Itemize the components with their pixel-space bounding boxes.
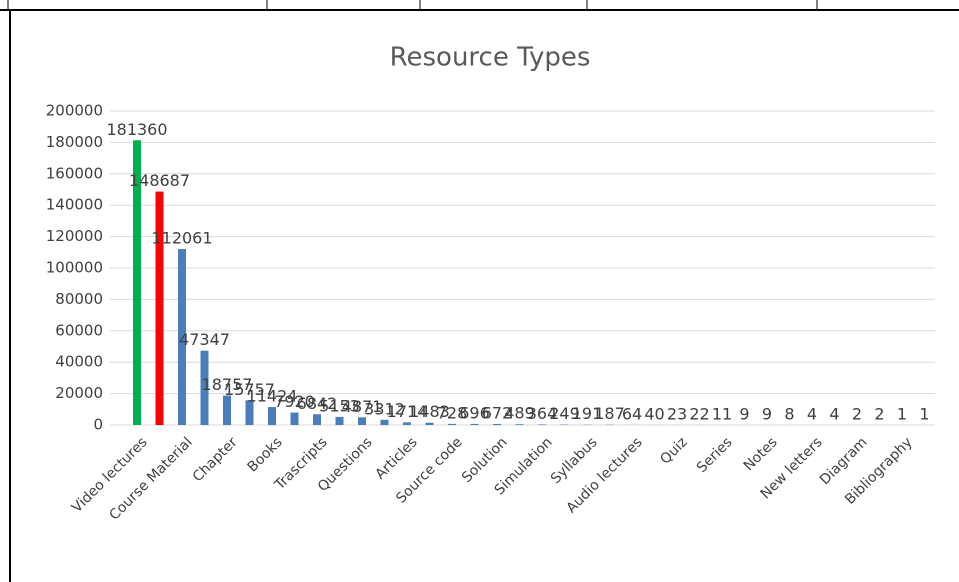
y-tick-label: 40000 — [55, 353, 103, 371]
data-label: 18757 — [202, 375, 253, 394]
data-label: 1 — [919, 404, 929, 423]
bar — [358, 417, 366, 425]
data-label: 191 — [572, 404, 603, 423]
bar — [470, 423, 479, 425]
x-tick-label: Video lectures — [69, 434, 151, 516]
y-tick-label: 20000 — [55, 384, 103, 402]
y-tick-label: 0 — [93, 416, 103, 434]
data-label: 187 — [594, 404, 625, 423]
data-label: 672 — [482, 403, 513, 422]
data-label: 1483 — [409, 402, 450, 421]
bar — [403, 422, 411, 425]
data-label: 40 — [644, 404, 664, 423]
y-tick-label: 100000 — [46, 259, 103, 277]
data-label: 64 — [622, 404, 642, 423]
bar — [268, 407, 276, 425]
data-label: 181360 — [106, 120, 167, 139]
y-tick-label: 180000 — [46, 133, 103, 151]
bar — [155, 191, 164, 425]
data-label: 489 — [504, 404, 535, 423]
bar — [380, 419, 389, 425]
y-tick-label: 120000 — [46, 227, 103, 245]
y-tick-label: 60000 — [55, 321, 103, 339]
y-tick-label: 140000 — [46, 196, 103, 214]
data-label: 9 — [739, 404, 749, 423]
data-label: 364 — [527, 404, 558, 423]
data-label: 47347 — [179, 330, 230, 349]
bar — [335, 416, 344, 425]
y-tick-label: 80000 — [55, 290, 103, 308]
data-label: 22 — [689, 404, 709, 423]
x-tick-label: Notes — [741, 434, 781, 474]
x-tick-label: Series — [694, 434, 736, 476]
data-label: 249 — [549, 404, 580, 423]
bar — [425, 422, 434, 425]
data-label: 3312 — [364, 399, 405, 418]
data-label: 4 — [807, 404, 817, 423]
data-label: 8 — [784, 404, 794, 423]
bar — [223, 395, 231, 425]
x-tick-label: Course Material — [106, 434, 195, 523]
data-label: 5153 — [319, 396, 360, 415]
data-label: 112061 — [151, 229, 212, 248]
data-label: 696 — [459, 403, 490, 422]
bar — [538, 424, 546, 425]
bar — [200, 350, 209, 425]
x-tick-label: Quiz — [657, 434, 690, 467]
data-label: 4871 — [342, 397, 383, 416]
bar — [290, 412, 299, 425]
data-label: 4 — [829, 404, 839, 423]
data-label: 1714 — [387, 402, 428, 421]
x-tick-label: Chapter — [190, 434, 241, 485]
data-label: 11 — [712, 404, 732, 423]
x-tick-label: Books — [245, 434, 286, 475]
data-label: 2 — [852, 404, 862, 423]
data-label: 9 — [762, 404, 772, 423]
bar — [448, 423, 456, 425]
bar — [313, 414, 321, 425]
bar — [178, 249, 186, 425]
bar — [493, 423, 501, 425]
data-label: 2 — [874, 404, 884, 423]
bar — [133, 140, 141, 425]
data-label: 6842 — [297, 394, 338, 413]
bar — [515, 424, 524, 425]
chart-title: Resource Types — [390, 43, 591, 73]
data-label: 1 — [897, 404, 907, 423]
data-label: 148687 — [129, 171, 190, 190]
bar — [245, 400, 254, 425]
data-label: 11424 — [247, 387, 298, 406]
data-label: 7920 — [274, 392, 315, 411]
y-tick-label: 160000 — [46, 164, 103, 182]
data-label: 23 — [667, 404, 687, 423]
data-label: 728 — [437, 403, 468, 422]
data-label: 15757 — [224, 380, 275, 399]
y-tick-label: 200000 — [46, 102, 103, 120]
